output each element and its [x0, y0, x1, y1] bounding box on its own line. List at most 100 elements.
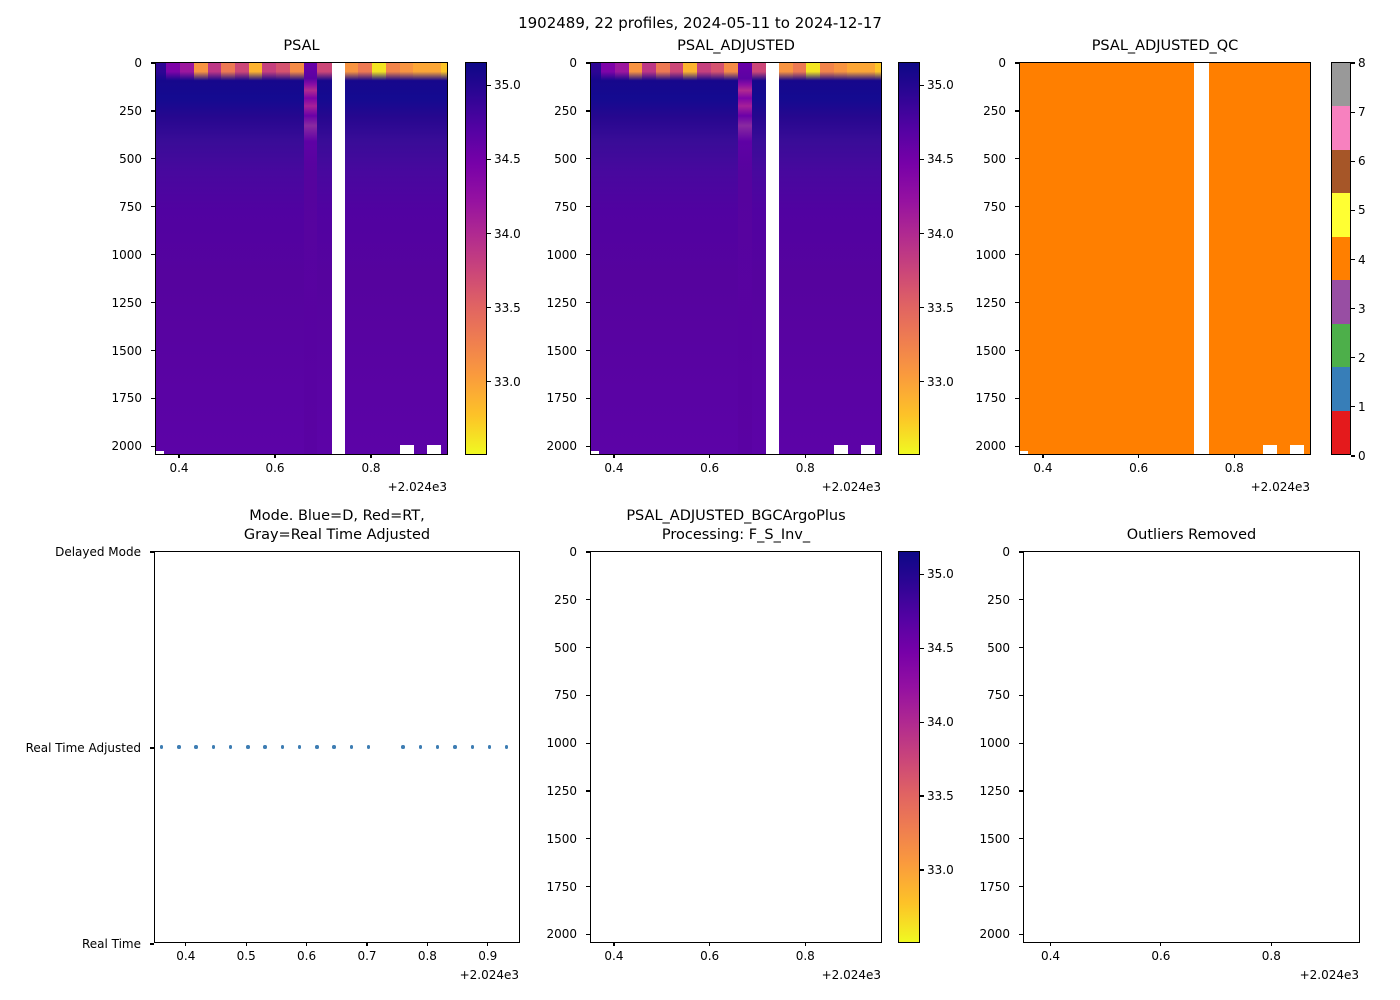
mode-data-point: [418, 745, 423, 749]
y-tick-label: 1500: [979, 831, 1010, 846]
x-tick-label: 0.9: [478, 949, 498, 963]
y-tick-mark: [1015, 302, 1019, 304]
y-tick-mark: [586, 742, 590, 744]
y-tick-mark: [151, 206, 155, 208]
missing-bottom-cell: [399, 445, 414, 454]
heatmap-column: [683, 63, 698, 454]
y-tick-label: 2000: [979, 927, 1010, 942]
y-tick-label: 1250: [111, 295, 142, 310]
colorbar-tick-mark: [1351, 357, 1355, 359]
y-tick-label: 0: [998, 56, 1006, 70]
y-tick-mark: [586, 62, 590, 64]
y-tick-mark: [1015, 397, 1019, 400]
heatmap-column: [234, 63, 250, 454]
y-tick-label: 1750: [546, 391, 577, 406]
y-tick-label: 500: [554, 640, 577, 655]
y-tick-mark: [586, 445, 590, 447]
missing-bottom-cell: [833, 445, 848, 454]
heatmap-column: [317, 63, 332, 454]
heatmap-column: [874, 63, 881, 454]
mode-scatter-area: [155, 552, 519, 942]
y-tick-label: 500: [987, 640, 1010, 655]
qc-colorbar: 0 1 2 3 4 5 6 7 8: [1331, 57, 1366, 462]
y-tick-label: 1500: [546, 831, 577, 846]
y-tick-mark: [1019, 694, 1023, 696]
x-tick-label: 0.8: [795, 949, 815, 963]
heatmap-column: [262, 63, 277, 454]
mode-data-point: [470, 745, 474, 749]
psal-colorbar: 35.0 34.5 34.0 33.5 33.0: [465, 62, 521, 455]
x-tick-mark: [1042, 454, 1044, 458]
qc-colorbar-segment: [1332, 323, 1350, 368]
y-tick-label: 1750: [111, 391, 142, 406]
colorbar-tick-label: 6: [1358, 154, 1366, 169]
colorbar-tick-label: 4: [1358, 252, 1366, 267]
colorbar-tick-label: 8: [1358, 56, 1366, 70]
y-tick-mark: [150, 943, 154, 945]
colorbar-tick-label: 33.0: [927, 863, 954, 878]
y-tick-mark: [151, 254, 155, 256]
x-axis-offset-label: +2.024e3: [459, 968, 519, 982]
subplot-outliers-removed: Outliers Removed 0 250 500 750 1000 1250 1500 1…: [979, 527, 1360, 982]
missing-bottom-notch: [591, 451, 600, 454]
heatmap-column: [833, 63, 848, 454]
y-tick-label: 1750: [979, 879, 1010, 894]
y-tick-label: 1750: [975, 391, 1006, 406]
colorbar-tick-mark: [920, 84, 924, 86]
heatmap-column: [792, 63, 807, 454]
x-tick-mark: [804, 942, 806, 946]
heatmap-column: [860, 63, 876, 454]
y-tick-label: 2000: [546, 439, 577, 454]
y-tick-label: 1250: [546, 784, 577, 799]
colorbar-tick-mark: [487, 158, 491, 160]
heatmap-column: [724, 63, 739, 454]
missing-profile-column: [1194, 63, 1209, 454]
mode-data-point: [246, 745, 250, 749]
heatmap-column: [806, 63, 821, 454]
y-tick-mark: [151, 110, 155, 112]
y-tick-label: 0: [569, 56, 577, 70]
qc-fill: [1020, 63, 1310, 454]
x-tick-label: 0.4: [1040, 949, 1061, 963]
y-tick-mark: [1019, 742, 1023, 744]
heatmap-column: [697, 63, 712, 454]
mode-data-point: [177, 745, 181, 749]
psal-adjusted-heatmap-area: [591, 63, 881, 454]
heatmap-column: [303, 63, 318, 454]
heatmap-column: [820, 63, 835, 454]
heatmap-column: [156, 63, 167, 454]
colorbar-tick-label: 35.0: [494, 78, 521, 93]
heatmap-column: [276, 63, 291, 454]
y-tick-mark: [586, 933, 590, 936]
outliers-removed-area: [1024, 552, 1359, 942]
heatmap-column: [738, 63, 753, 454]
mode-data-point: [366, 745, 371, 749]
x-tick-mark: [370, 454, 372, 458]
missing-bottom-notch: [156, 451, 165, 454]
y-tick-mark: [1015, 110, 1019, 112]
colorbar-tick-mark: [1351, 308, 1355, 310]
colorbar-tick-label: 33.5: [927, 789, 954, 804]
heatmap-column: [628, 63, 643, 454]
subplot-psal-title: PSAL: [283, 38, 320, 55]
y-tick-mark: [1019, 838, 1023, 840]
y-tick-mark: [586, 349, 590, 352]
x-tick-mark: [804, 454, 806, 458]
y-tick-label: 500: [554, 151, 577, 166]
y-tick-mark: [151, 349, 155, 352]
colorbar-tick-label: 34.5: [494, 152, 521, 167]
y-tick-label: Real Time Adjusted: [25, 741, 141, 755]
y-tick-label: 1500: [111, 343, 142, 358]
y-tick-label: 750: [554, 688, 577, 703]
qc-colorbar-segment: [1332, 410, 1350, 454]
colorbar-tick-mark: [920, 307, 924, 309]
mode-data-point: [401, 745, 405, 749]
x-tick-label: 0.4: [176, 949, 196, 963]
colorbar-tick-mark: [487, 381, 491, 383]
x-tick-mark: [613, 454, 615, 458]
colorbar-tick-mark: [920, 795, 924, 797]
subplot-bgc-processing-title: PSAL_ADJUSTED_BGCArgoPlus Processing: F_…: [626, 508, 846, 544]
heatmap-column: [193, 63, 209, 454]
y-tick-label: 500: [119, 151, 142, 166]
subplot-psal-adjusted-qc-title: PSAL_ADJUSTED_QC: [1091, 38, 1239, 55]
